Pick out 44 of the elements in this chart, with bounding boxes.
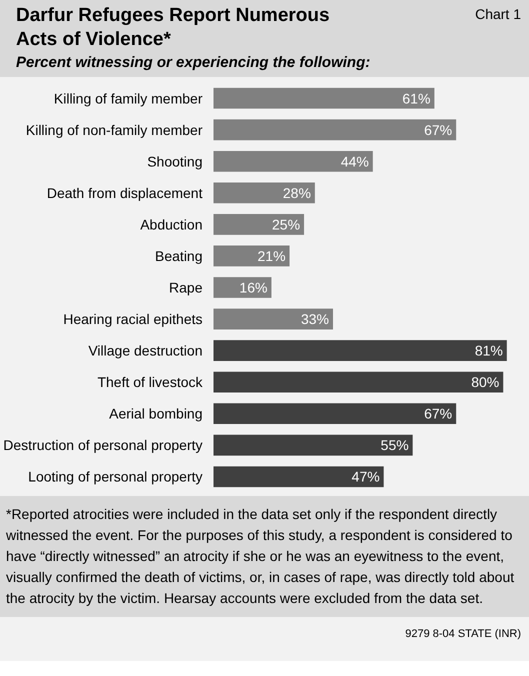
caption: Chart 1 xyxy=(475,5,521,24)
chart-title: Darfur Refugees Report Numerous Acts of Violence* xyxy=(16,4,331,52)
data-label: 16% xyxy=(239,280,268,296)
bar xyxy=(214,182,315,204)
y-tick-label: Hearing racial epithets xyxy=(63,311,202,328)
y-tick-label: Destruction of personal property xyxy=(3,437,203,454)
bar xyxy=(214,466,384,488)
bar xyxy=(214,150,373,172)
text: 9279 8-04 STATE (INR) xyxy=(404,627,522,642)
data-label: 28% xyxy=(282,184,311,201)
y-tick-label: Killing of family member xyxy=(54,90,203,106)
bar xyxy=(214,88,434,109)
y-tick-label: Death from displacement xyxy=(46,184,203,201)
data-label: 80% xyxy=(471,374,500,390)
y-tick-label: Shooting xyxy=(147,153,203,170)
y-tick-label: Beating xyxy=(155,248,202,264)
bar xyxy=(214,119,456,140)
bar xyxy=(214,308,334,330)
data-label: 67% xyxy=(424,406,452,422)
bar xyxy=(214,277,272,298)
y-tick-label: Aerial bombing xyxy=(109,406,203,422)
bar xyxy=(214,434,413,456)
y-tick-label: Village destruction xyxy=(88,342,203,359)
bar xyxy=(214,372,504,393)
data-label: 44% xyxy=(340,153,369,170)
y-tick-label: Abduction xyxy=(140,216,203,232)
bar xyxy=(214,214,304,235)
bar xyxy=(214,403,456,424)
y-tick-label: Killing of non-family member xyxy=(26,122,203,138)
data-label: 25% xyxy=(272,216,300,232)
bar xyxy=(214,340,507,361)
y-tick-label: Theft of livestock xyxy=(97,374,204,390)
data-label: 33% xyxy=(300,311,330,328)
data-label: 67% xyxy=(424,122,452,138)
text: *Reported atrocities were included in the data set only if the respondent directly witnessed the event. For the purposes of this study, a respondent is considered to have “directly witnessed” an atrocity if she or he was an eyewitness to the event, visually confirmed the death of victims, or, in cases of rape, was directly told about the atrocity by the victim. Hearsay accounts were excluded from the data set. xyxy=(0,496,529,617)
chart-subtitle: Percent witnessing or experiencing the following: xyxy=(16,53,372,73)
data-label: 61% xyxy=(402,90,430,106)
data-label: 81% xyxy=(474,342,503,359)
bar xyxy=(214,246,290,266)
data-label: 55% xyxy=(380,437,409,454)
data-label: 21% xyxy=(258,248,286,264)
y-tick-label: Rape xyxy=(169,280,203,296)
data-label: 47% xyxy=(352,468,380,485)
y-tick-label: Looting of personal property xyxy=(28,468,203,485)
